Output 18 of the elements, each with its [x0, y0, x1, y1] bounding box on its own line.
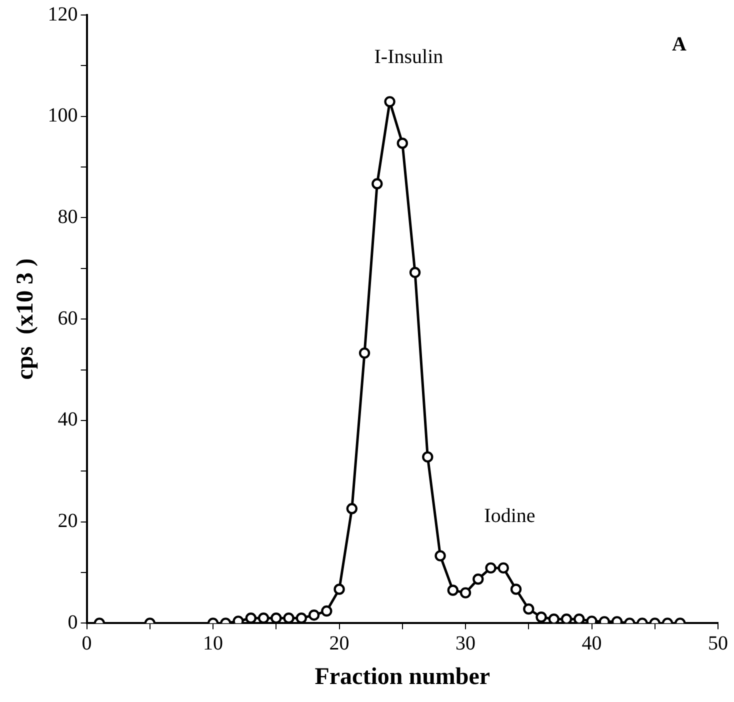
y-tick-label: 40 — [58, 408, 78, 431]
x-tick-label: 10 — [203, 632, 224, 654]
y-tick-label: 120 — [48, 3, 78, 26]
x-tick-label: 30 — [456, 632, 476, 654]
x-axis-title: Fraction number — [314, 664, 490, 690]
x-tick-label: 20 — [329, 632, 350, 654]
y-tick-label: 60 — [58, 307, 78, 330]
x-tick-label: 0 — [82, 632, 92, 654]
annotation: Iodine — [484, 505, 536, 528]
annotation: A — [672, 34, 687, 56]
y-axis-title: cps (x10 3 ) — [12, 258, 39, 380]
x-tick-label: 40 — [582, 632, 602, 654]
x-tick-label: 50 — [708, 632, 728, 654]
y-tick-label: 0 — [68, 611, 78, 634]
y-tick-label: 20 — [58, 510, 78, 532]
y-tick-label: 100 — [48, 104, 78, 127]
y-tick-label: 80 — [58, 206, 78, 228]
annotation: I-Insulin — [374, 46, 444, 68]
